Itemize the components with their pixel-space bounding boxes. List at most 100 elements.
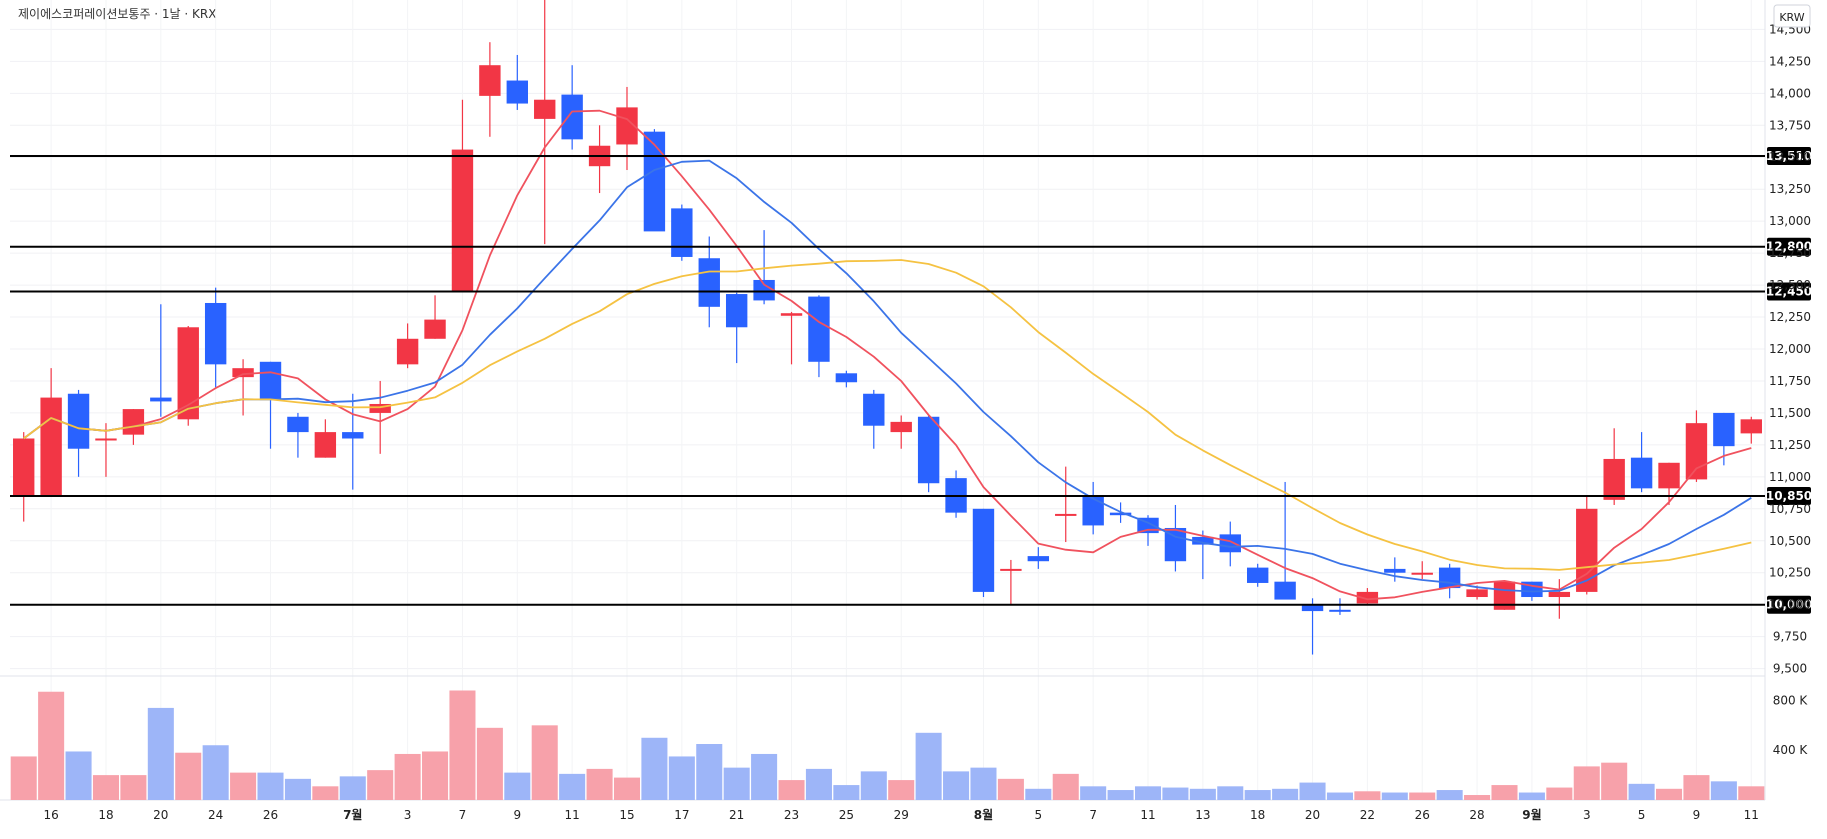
level-badge-label: 13,510 [1766, 149, 1812, 163]
candle-body [1603, 458, 1625, 500]
volume-bar [641, 737, 668, 800]
price-tick-label: 12,250 [1769, 310, 1811, 324]
volume-bar [1299, 782, 1326, 800]
candle-body [1301, 604, 1324, 612]
candle [1082, 481, 1104, 535]
candle-body [1740, 419, 1762, 434]
candle-body [1247, 567, 1269, 583]
price-tick-label: 9,500 [1773, 662, 1807, 676]
volume-bar [284, 778, 311, 800]
currency-badge[interactable]: KRW [1773, 4, 1811, 28]
volume-bar [449, 690, 476, 800]
candle [177, 325, 199, 426]
currency-label: KRW [1779, 11, 1804, 24]
volume-bar [531, 725, 558, 800]
volume-bar [175, 752, 202, 800]
candle-body [1438, 567, 1461, 589]
horizontal-levels[interactable]: 13,510 12,800 12,450 10,850 10,000 [10, 146, 1812, 614]
volume-bar [613, 777, 641, 800]
level-badge-label: 12,800 [1766, 240, 1812, 254]
candle-body [287, 416, 309, 433]
date-tick-label: 22 [1360, 808, 1375, 822]
candle [808, 295, 830, 378]
candle [40, 368, 62, 497]
candle [1164, 504, 1187, 572]
price-tick-label: 11,500 [1769, 406, 1811, 420]
date-tick-label: 29 [894, 808, 909, 822]
candle-body [1329, 609, 1351, 612]
price-tick-label: 10,250 [1769, 566, 1811, 580]
candle [1192, 530, 1214, 580]
date-tick-label: 13 [1195, 808, 1210, 822]
date-tick-label: 23 [784, 808, 799, 822]
volume-bar [559, 773, 586, 800]
level-badge [1767, 237, 1811, 256]
candle-body [232, 368, 254, 378]
candle [150, 304, 172, 417]
price-tick-label: 13,000 [1769, 214, 1811, 228]
candle [424, 295, 446, 339]
date-tick-label: 7월 [343, 807, 362, 822]
volume-bar [1518, 792, 1545, 800]
volume-bar [92, 775, 120, 800]
volume-bar [394, 753, 421, 800]
level-badge-label: 10,000 [1766, 598, 1812, 612]
date-tick-label: 3 [404, 808, 412, 822]
candle [671, 204, 693, 261]
volume-bar [1655, 788, 1683, 800]
time-axis[interactable]: 16 18 20 24 26 7월 3 7 9 11 15 17 21 23 25 29 8월 5 7 11 13 18 2… [43, 807, 1758, 822]
volume-bar [1546, 787, 1573, 800]
candle [1055, 466, 1077, 543]
candle [698, 236, 720, 328]
candle [835, 370, 858, 388]
candle [506, 54, 528, 110]
date-tick-label: 17 [674, 808, 689, 822]
volume-bar [1080, 786, 1107, 800]
candle [259, 361, 282, 449]
candle-body [1000, 568, 1022, 571]
volume-bar [1601, 762, 1628, 800]
volume-bar [1710, 781, 1737, 800]
volume-bar [833, 785, 860, 800]
volume-bar [504, 772, 531, 800]
grid-lines [0, 0, 1766, 801]
candle [342, 393, 364, 490]
volume-bar [1244, 790, 1271, 800]
level-badge [1767, 487, 1811, 506]
volume-tick-label: 400 K [1773, 743, 1809, 757]
candle-body [1630, 457, 1653, 489]
candle-body [1109, 512, 1132, 516]
candle-body [1713, 412, 1735, 447]
candle-body [643, 131, 666, 232]
volume-bar [147, 707, 174, 800]
volume-bar [997, 778, 1024, 800]
volume-bar [888, 780, 915, 800]
candle-body [1576, 508, 1598, 592]
candle-body [835, 373, 858, 383]
candle-body [369, 403, 391, 413]
candle-body [1548, 591, 1571, 598]
candle-body [396, 338, 419, 365]
price-axis[interactable]: 9,500 9,750 10,000 10,250 10,500 10,750 11,000… [1769, 22, 1811, 757]
date-tick-label: 21 [729, 808, 744, 822]
volume-tick-label: 800 K [1773, 693, 1809, 707]
candle-body [863, 393, 885, 426]
level-badge [1767, 282, 1811, 301]
candle [479, 42, 501, 137]
price-tick-label: 12,500 [1769, 278, 1811, 292]
candle-body [342, 432, 364, 439]
candle [863, 389, 885, 449]
candle-body [698, 258, 720, 307]
candle-body [917, 416, 940, 484]
candle-body [13, 438, 35, 497]
candle-body [259, 361, 282, 401]
candle-body [479, 65, 501, 96]
candle [95, 423, 117, 477]
candle [1301, 598, 1324, 655]
level-badge-label: 12,450 [1766, 284, 1812, 298]
date-tick-label: 28 [1469, 808, 1484, 822]
candle-body [40, 397, 62, 497]
candle [232, 359, 254, 416]
volume-bar [586, 768, 613, 800]
